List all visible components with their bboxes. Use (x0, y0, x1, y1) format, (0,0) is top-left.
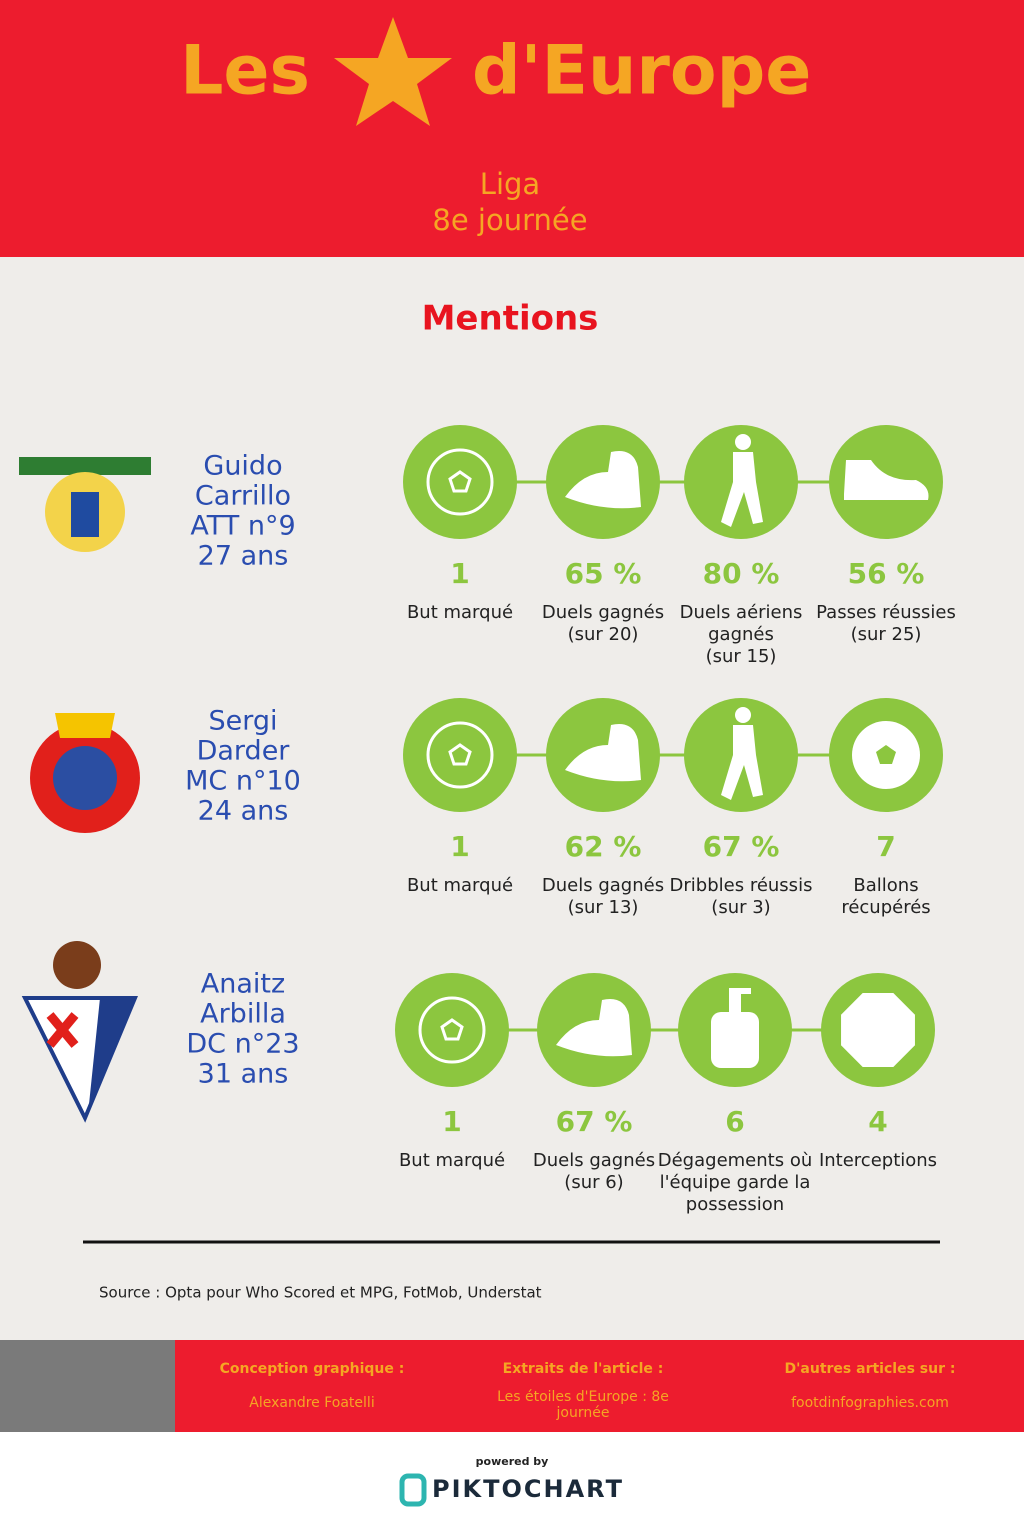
stat-value: 1 (450, 557, 469, 590)
club-logo (19, 457, 151, 475)
player-name: 31 ans (198, 1059, 289, 1090)
footer-text: Les étoiles d'Europe : 8e (497, 1389, 669, 1405)
stat-value: 6 (725, 1105, 744, 1138)
footer-text: Alexandre Foatelli (249, 1395, 374, 1411)
stat-label: Duels gagnés (533, 1150, 655, 1171)
icon (565, 724, 641, 782)
bottom-band (0, 1432, 1024, 1531)
club-logo (53, 746, 117, 810)
stat-value: 1 (442, 1105, 461, 1138)
player-name: Anaitz (201, 969, 285, 1000)
club-logo (46, 1012, 79, 1048)
player-name: MC n°10 (185, 766, 301, 797)
stat-value: 62 % (565, 830, 642, 863)
stat-label: Passes réussies (816, 602, 956, 623)
stat-value: 56 % (848, 557, 925, 590)
footer-text: journée (556, 1405, 610, 1421)
stat-icon-circle (403, 698, 517, 812)
stat-label: Dribbles réussis (670, 875, 813, 896)
stat-label: (sur 13) (568, 897, 639, 918)
icon (448, 743, 472, 766)
stat-label: Dégagements où (658, 1150, 813, 1171)
powered-by: powered by (476, 1455, 549, 1468)
player-name: 27 ans (198, 541, 289, 572)
stat-icon-circle (395, 973, 509, 1087)
player-name: Arbilla (200, 999, 286, 1030)
icon (556, 999, 632, 1057)
stat-value: 67 % (556, 1105, 633, 1138)
footer-heading: D'autres articles sur : (785, 1361, 956, 1377)
star (334, 17, 452, 126)
stat-value: 1 (450, 830, 469, 863)
header-band (0, 0, 1024, 257)
stat-label: But marqué (399, 1150, 505, 1171)
stat-value: 4 (868, 1105, 887, 1138)
brand: PIKTOCHART (432, 1475, 624, 1503)
stat-label: gagnés (708, 624, 774, 645)
player-name: DC n°23 (186, 1029, 299, 1060)
stat-label: Duels gagnés (542, 602, 664, 623)
section-title: Mentions (422, 299, 599, 339)
stat-label: But marqué (407, 602, 513, 623)
brand-logo (399, 1473, 427, 1507)
stat-label: (sur 25) (851, 624, 922, 645)
club-logo (55, 713, 115, 738)
footer-heading: Extraits de l'article : (503, 1361, 664, 1377)
stat-label: (sur 6) (564, 1172, 623, 1193)
icon (426, 721, 494, 789)
club-logo (71, 492, 99, 537)
stat-label: (sur 15) (706, 646, 777, 667)
icon (565, 451, 641, 509)
subtitle: 8e journée (432, 203, 587, 237)
icon (876, 745, 896, 764)
stat-label: Duels aériens (680, 602, 803, 623)
title-right: d'Europe (472, 32, 811, 111)
footer-photo (0, 1340, 175, 1432)
club-logo (53, 941, 101, 989)
stat-label: Ballons (853, 875, 918, 896)
player-name: Darder (197, 736, 291, 767)
player-name: Guido (203, 451, 282, 482)
stat-label: l'équipe garde la (660, 1172, 811, 1193)
player-name: 24 ans (198, 796, 289, 827)
icon (440, 1018, 464, 1041)
stat-label: But marqué (407, 875, 513, 896)
icon (735, 707, 751, 723)
icon (735, 434, 751, 450)
icon (844, 460, 929, 500)
stat-value: 7 (876, 830, 895, 863)
icon (729, 992, 741, 1012)
icon (721, 452, 763, 527)
player-name: ATT n°9 (190, 511, 295, 542)
stat-label: possession (686, 1194, 784, 1215)
stat-label: (sur 20) (568, 624, 639, 645)
title-left: Les (180, 32, 310, 111)
icon (711, 1012, 759, 1068)
player-name: Carrillo (195, 481, 291, 512)
stat-value: 67 % (703, 830, 780, 863)
club-logo (88, 998, 135, 1114)
stat-icon-circle (403, 425, 517, 539)
icon (729, 988, 751, 994)
stat-label: récupérés (841, 897, 930, 918)
subtitle: Liga (480, 167, 540, 201)
icon (426, 448, 494, 516)
footer-text: footdinfographies.com (791, 1395, 949, 1411)
icon (721, 725, 763, 800)
source: Source : Opta pour Who Scored et MPG, Fo… (99, 1284, 542, 1302)
player-name: Sergi (208, 706, 277, 737)
footer-heading: Conception graphique : (220, 1361, 405, 1377)
stat-label: Duels gagnés (542, 875, 664, 896)
stat-value: 65 % (565, 557, 642, 590)
icon (841, 993, 915, 1067)
stat-label: Interceptions (819, 1150, 937, 1171)
stat-label: (sur 3) (711, 897, 770, 918)
icon (418, 996, 486, 1064)
icon (448, 470, 472, 493)
stat-value: 80 % (703, 557, 780, 590)
